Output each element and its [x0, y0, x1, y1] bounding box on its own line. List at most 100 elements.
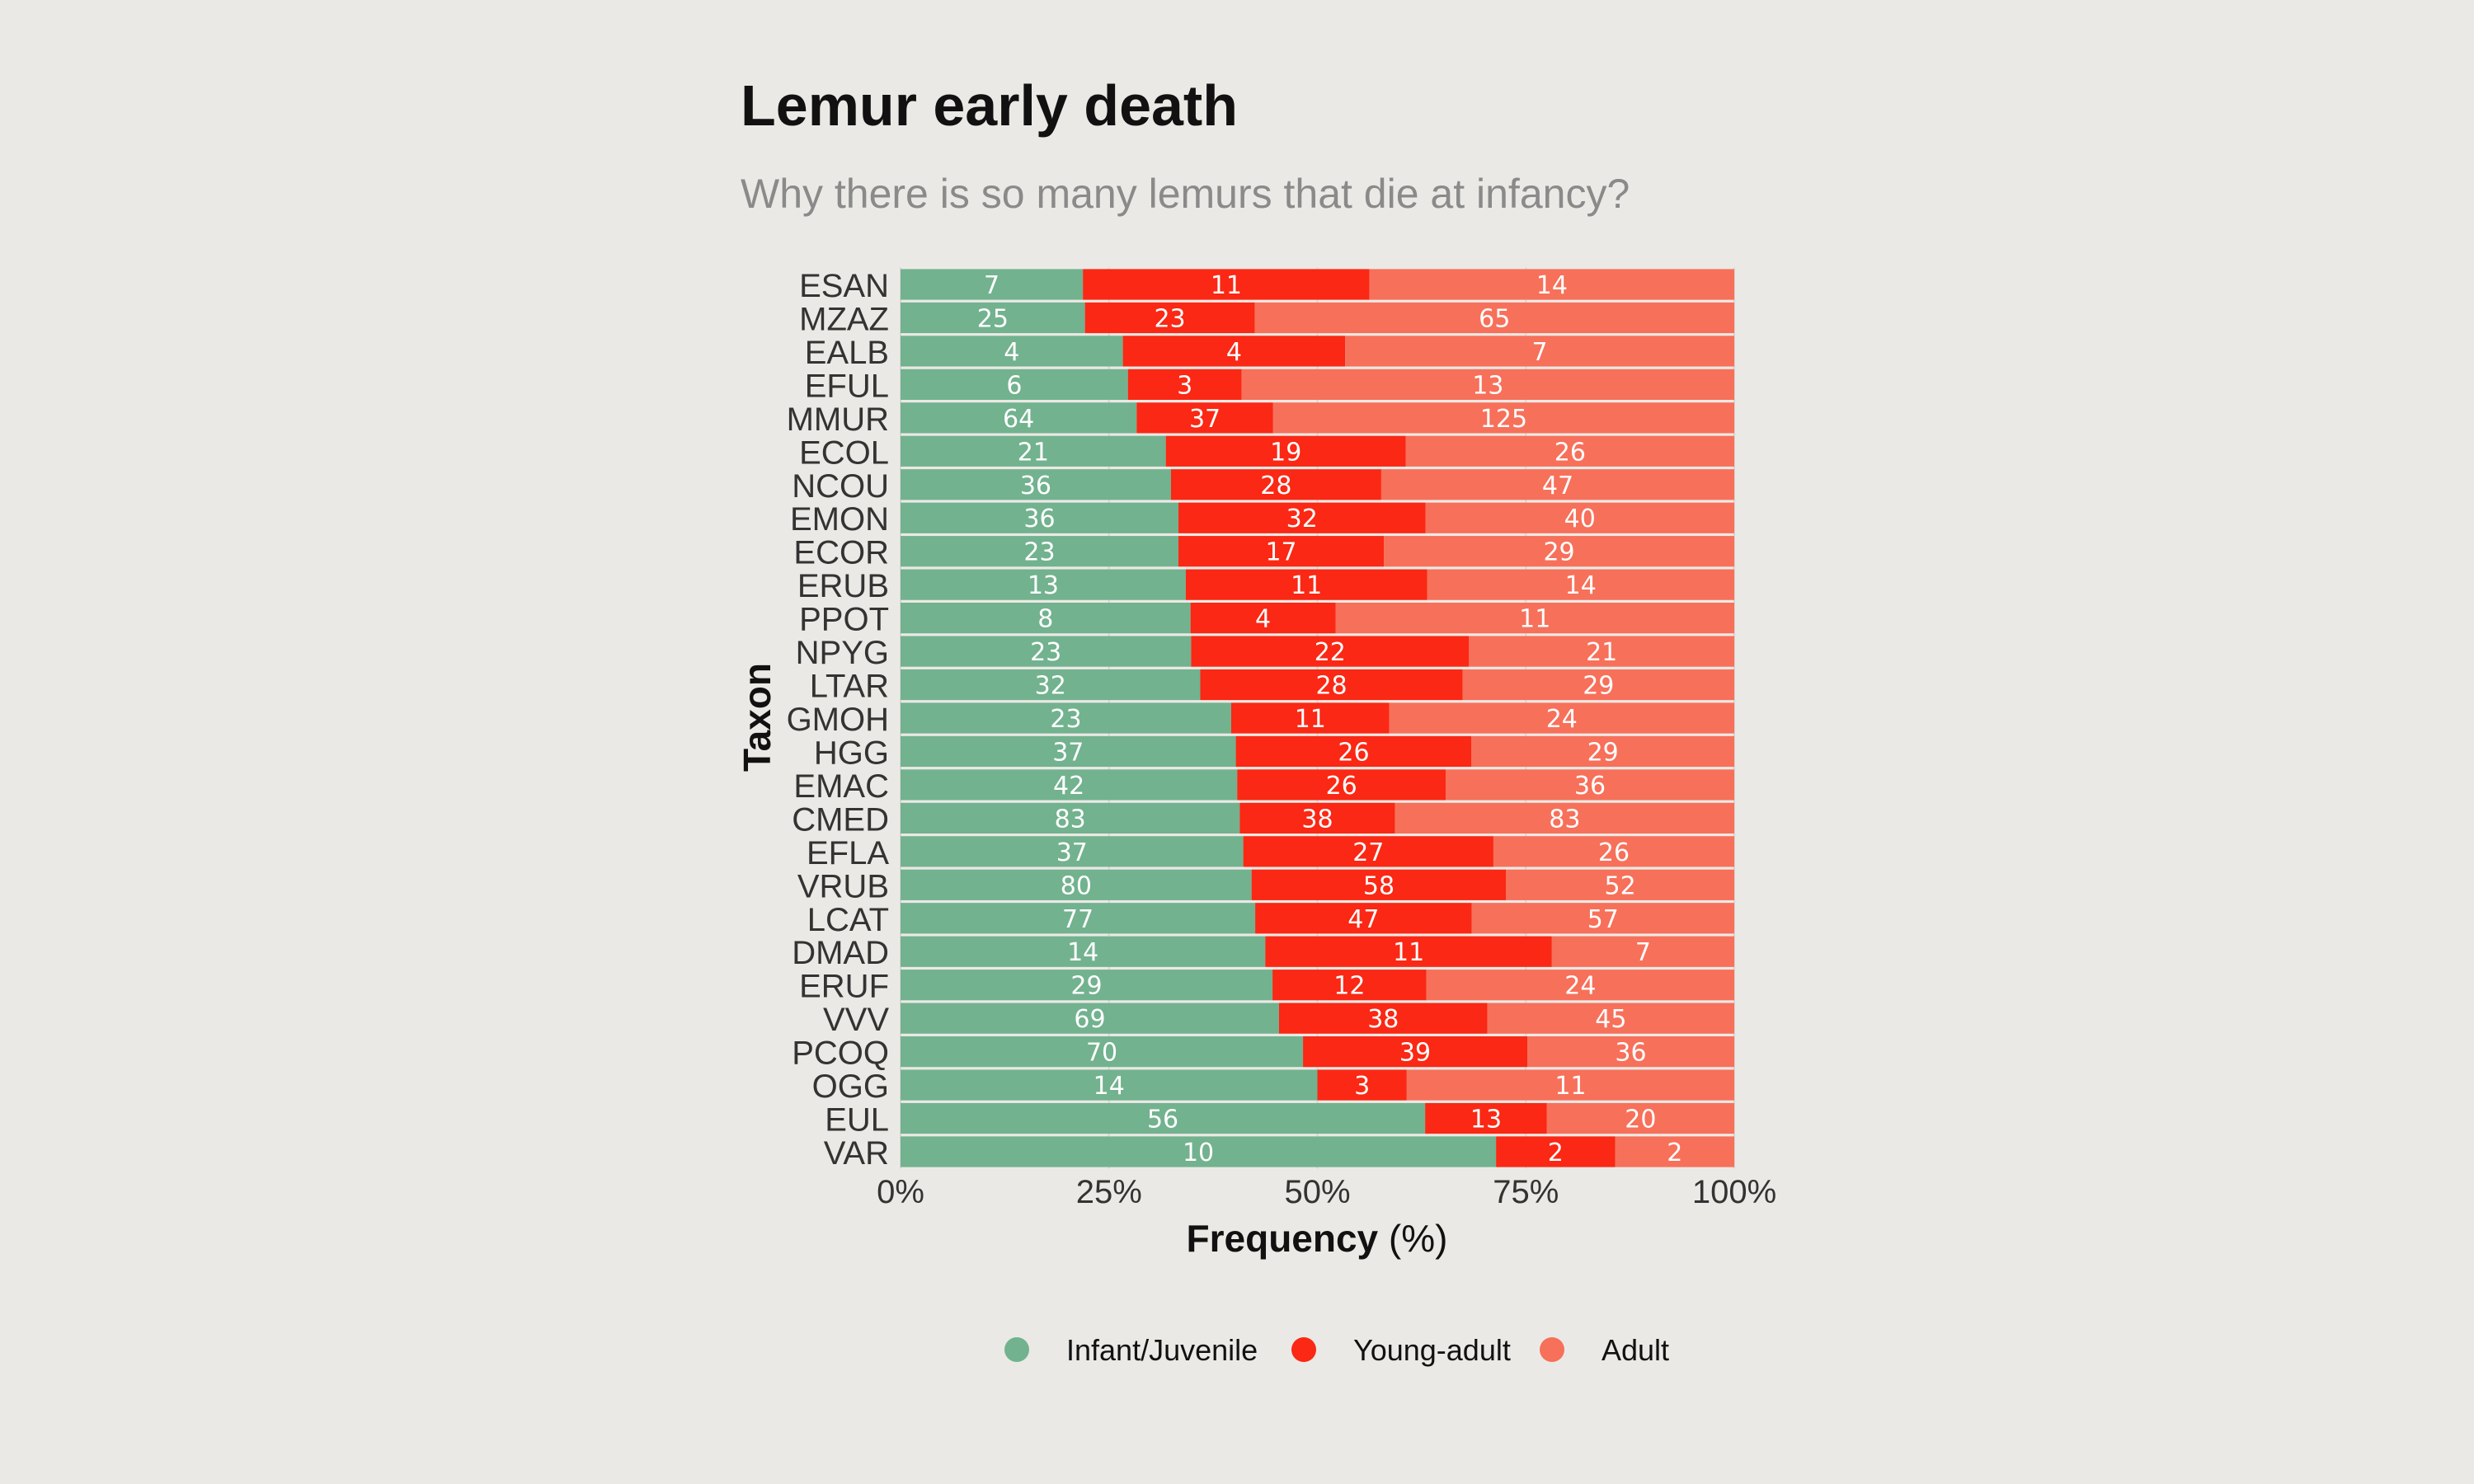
bar-value-label: 37 [1056, 838, 1088, 867]
bar-segment [1241, 369, 1734, 400]
bar-value-label: 36 [1615, 1039, 1646, 1068]
bar-value-label: 14 [1067, 938, 1098, 967]
bar-segment [1546, 1102, 1734, 1134]
bar-segment [901, 1036, 1304, 1068]
bar-value-label: 52 [1605, 871, 1636, 900]
bar-segment [1380, 469, 1734, 500]
bar-value-label: 3 [1177, 371, 1192, 400]
bar-segment [1127, 369, 1242, 400]
bar-segment [1191, 636, 1470, 667]
bar-segment [1406, 1069, 1734, 1101]
y-tick-label: EFUL [805, 368, 889, 404]
bar-value-label: 36 [1020, 472, 1051, 500]
bar-value-label: 22 [1315, 638, 1346, 667]
bar-segment [1303, 1036, 1527, 1068]
bar-segment [1395, 802, 1734, 834]
bar-segment [1122, 336, 1346, 367]
bar-value-label: 25 [977, 304, 1009, 333]
bar-value-label: 29 [1587, 738, 1619, 767]
y-tick-label: EMON [790, 501, 889, 538]
bar-segment [901, 1003, 1279, 1034]
y-tick-label: ECOR [793, 535, 889, 571]
bar-segment [901, 536, 1178, 567]
bar-segment [1462, 669, 1734, 701]
legend-swatch [1291, 1337, 1316, 1362]
bar-value-label: 3 [1354, 1072, 1370, 1101]
bar-value-label: 14 [1565, 571, 1597, 600]
bar-segment [1243, 836, 1493, 867]
bar-segment [901, 702, 1231, 734]
bar-value-label: 4 [1255, 605, 1271, 634]
bar-value-label: 23 [1023, 538, 1055, 567]
bar-segment [1255, 903, 1472, 934]
bar-value-label: 80 [1061, 871, 1092, 900]
bar-segment [1178, 536, 1385, 567]
bar-value-label: 38 [1367, 1005, 1399, 1034]
bar-value-label: 21 [1018, 438, 1049, 467]
bar-value-label: 11 [1519, 605, 1550, 634]
y-tick-label: ERUF [799, 969, 889, 1005]
bar-value-label: 14 [1094, 1072, 1125, 1101]
bar-value-label: 36 [1023, 505, 1055, 533]
y-tick-label: EUL [825, 1102, 889, 1139]
y-tick-label: HGG [814, 735, 889, 771]
bar-segment [1317, 1069, 1407, 1101]
bar-segment [901, 1069, 1318, 1101]
bar-value-label: 26 [1554, 438, 1586, 467]
bar-value-label: 21 [1586, 638, 1617, 667]
legend-label: Infant/Juvenile [1066, 1333, 1258, 1367]
bar-value-label: 11 [1211, 271, 1242, 300]
y-tick-label: VAR [824, 1135, 889, 1172]
bar-value-label: 29 [1543, 538, 1574, 567]
x-axis-ticks: 0% 25% 50% 75% 100% [877, 1174, 1776, 1210]
bar-segment [901, 603, 1191, 634]
bar-value-label: 47 [1542, 472, 1573, 500]
bar-segment [901, 369, 1128, 400]
bar-value-label: 4 [1226, 338, 1242, 367]
y-tick-label: NCOU [792, 468, 889, 505]
bar-value-label: 6 [1006, 371, 1022, 400]
bar-segment [1235, 735, 1472, 768]
bar-value-label: 42 [1053, 772, 1084, 801]
bar-segment [1178, 502, 1426, 533]
bar-segment [1190, 603, 1336, 634]
bar-value-label: 36 [1574, 772, 1606, 801]
y-tick-label: ESAN [799, 268, 889, 304]
bar-segment [1165, 435, 1406, 467]
bar-segment [1278, 1003, 1488, 1034]
bar-value-label: 26 [1326, 772, 1357, 801]
bar-segment [901, 1102, 1426, 1134]
y-tick-label: VVV [823, 1002, 889, 1038]
bar-value-label: 47 [1348, 905, 1379, 934]
bar-value-label: 11 [1554, 1072, 1586, 1101]
bar-value-label: 39 [1399, 1039, 1431, 1068]
bar-segment [1200, 669, 1463, 701]
bar-segment [901, 970, 1273, 1001]
bar-segment [1230, 702, 1390, 734]
bar-value-label: 32 [1035, 672, 1066, 701]
bar-segment [1254, 302, 1734, 334]
bar-value-label: 38 [1301, 805, 1333, 834]
y-tick-label: GMOH [787, 702, 889, 738]
bar-segment [1526, 1036, 1734, 1068]
bar-value-label: 64 [1003, 405, 1034, 434]
bar-value-label: 2 [1667, 1139, 1682, 1167]
bar-value-label: 57 [1587, 905, 1619, 934]
bar-segment [1272, 970, 1427, 1001]
legend-swatch [1004, 1337, 1029, 1362]
bar-segment [1265, 936, 1552, 967]
bar-segment [1369, 269, 1734, 300]
bar-value-label: 83 [1055, 805, 1086, 834]
bar-segment [1425, 1102, 1547, 1134]
bar-segment [1487, 1003, 1734, 1034]
bar-segment [901, 869, 1252, 900]
bar-segment [901, 669, 1201, 701]
bar-segment [1136, 402, 1273, 434]
bar-value-label: 7 [1532, 338, 1548, 367]
bar-value-label: 7 [1635, 938, 1651, 967]
bar-value-label: 14 [1536, 271, 1568, 300]
bar-segment [901, 636, 1192, 667]
y-tick-label: LTAR [810, 669, 889, 705]
